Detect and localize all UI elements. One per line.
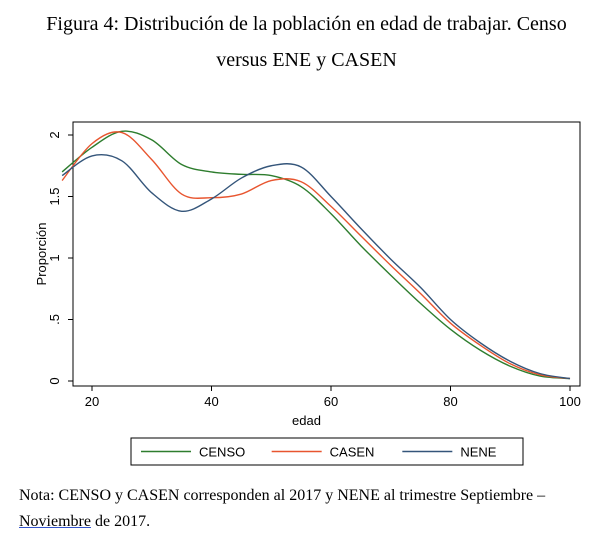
- y-tick-label-2: 1: [47, 254, 62, 261]
- x-tick-label-80: 80: [443, 394, 457, 409]
- figure-note: Nota: CENSO y CASEN corresponden al 2017…: [19, 483, 599, 535]
- legend-label-censo: CENSO: [199, 445, 245, 460]
- y-axis-label: Proporción: [34, 223, 49, 286]
- density-chart: 20 40 60 80 100 0 .5 1 1.5 2 edad Proporción CENSO CA…: [34, 121, 581, 466]
- y-tick-label-1: .5: [47, 314, 62, 325]
- legend-box: [130, 437, 524, 466]
- x-tick-label-40: 40: [204, 394, 218, 409]
- y-tick-label-0: 0: [47, 377, 62, 384]
- x-axis-label: edad: [292, 413, 321, 428]
- y-tick-label-3: 1.5: [47, 187, 62, 205]
- series-line-censo: [61, 130, 571, 380]
- x-tick-label-20: 20: [85, 394, 99, 409]
- y-tick-label-4: 2: [47, 131, 62, 138]
- legend-label-nene: NENE: [460, 445, 496, 460]
- x-tick-label-100: 100: [559, 394, 581, 409]
- series-line-casen: [61, 131, 571, 380]
- note-line-1: Nota: CENSO y CASEN corresponden al 2017…: [19, 487, 546, 504]
- x-tick-label-60: 60: [324, 394, 338, 409]
- series-line-nene: [61, 154, 571, 380]
- note-rest: de 2017.: [90, 513, 151, 530]
- legend-label-casen: CASEN: [330, 445, 375, 460]
- figure-title-line-2: versus ENE y CASEN: [216, 49, 397, 71]
- plot-frame: [72, 121, 581, 387]
- figure-title-line-1: Figura 4: Distribución de la población e…: [46, 13, 567, 35]
- note-underlined-word: Noviembre: [19, 513, 91, 530]
